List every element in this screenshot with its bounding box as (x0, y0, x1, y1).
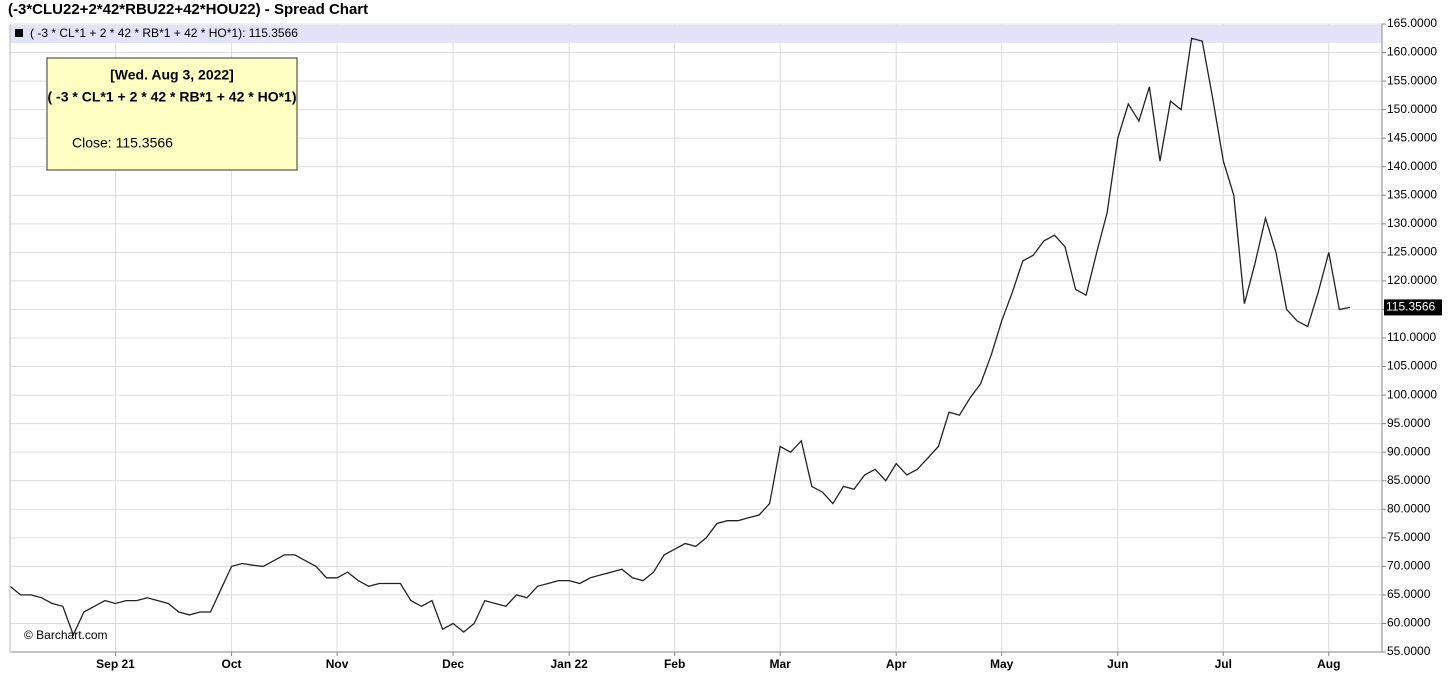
grid (10, 23, 1382, 653)
y-tick-label: 145.0000 (1387, 130, 1437, 144)
y-tick-label: 65.0000 (1387, 587, 1431, 601)
tooltip-close: Close: 115.3566 (72, 135, 173, 151)
y-tick-label: 105.0000 (1387, 359, 1437, 373)
y-tick-label: 110.0000 (1387, 330, 1436, 344)
tooltip-title: ( -3 * CL*1 + 2 * 42 * RB*1 + 42 * HO*1) (48, 89, 297, 105)
x-tick-label: Nov (326, 657, 349, 671)
x-tick-label: May (990, 657, 1014, 671)
y-tick-label: 135.0000 (1387, 187, 1437, 201)
y-tick-label: 75.0000 (1387, 530, 1431, 544)
y-tick-label: 140.0000 (1387, 159, 1437, 173)
legend-band (10, 25, 1382, 43)
y-tick-label: 160.0000 (1387, 45, 1437, 59)
y-tick-label: 90.0000 (1387, 444, 1431, 458)
tooltip-box (46, 57, 298, 171)
y-tick-label: 95.0000 (1387, 416, 1431, 430)
y-tick-label: 130.0000 (1387, 216, 1437, 230)
y-tick-label: 120.0000 (1387, 273, 1437, 287)
x-tick-label: Oct (222, 657, 242, 671)
x-tick-label: Dec (442, 657, 464, 671)
x-tick-label: Apr (886, 657, 907, 671)
x-tick-label: Sep 21 (96, 657, 135, 671)
legend-swatch (15, 29, 23, 37)
y-tick-label: 155.0000 (1387, 73, 1437, 87)
y-tick-label: 60.0000 (1387, 616, 1431, 630)
y-tick-label: 165.0000 (1387, 16, 1437, 30)
x-tick-label: Jan 22 (550, 657, 588, 671)
tooltip-date: [Wed. Aug 3, 2022] (110, 67, 234, 83)
y-tick-label: 80.0000 (1387, 501, 1431, 515)
y-tick-label: 70.0000 (1387, 559, 1431, 573)
line-series (9, 37, 1351, 637)
x-tick-label: Jun (1107, 657, 1128, 671)
x-tick-label: Feb (664, 657, 685, 671)
plot (9, 37, 1351, 637)
y-tick-label: 100.0000 (1387, 387, 1437, 401)
y-tick-label: 85.0000 (1387, 473, 1431, 487)
credit: © Barchart.com (24, 628, 108, 642)
last-price-tag (1384, 299, 1442, 316)
x-tick-label: Aug (1317, 657, 1340, 671)
y-tick-label: 150.0000 (1387, 102, 1437, 116)
last-price-label: 115.3566 (1386, 300, 1435, 314)
legend-text: ( -3 * CL*1 + 2 * 42 * RB*1 + 42 * HO*1)… (30, 26, 298, 40)
y-tick-label: 55.0000 (1387, 644, 1431, 658)
y-tick-label: 125.0000 (1387, 245, 1437, 259)
x-tick-label: Mar (769, 657, 791, 671)
chart-title: (-3*CLU22+2*42*RBU22+42*HOU22) - Spread … (8, 1, 368, 18)
x-tick-label: Jul (1215, 657, 1232, 671)
